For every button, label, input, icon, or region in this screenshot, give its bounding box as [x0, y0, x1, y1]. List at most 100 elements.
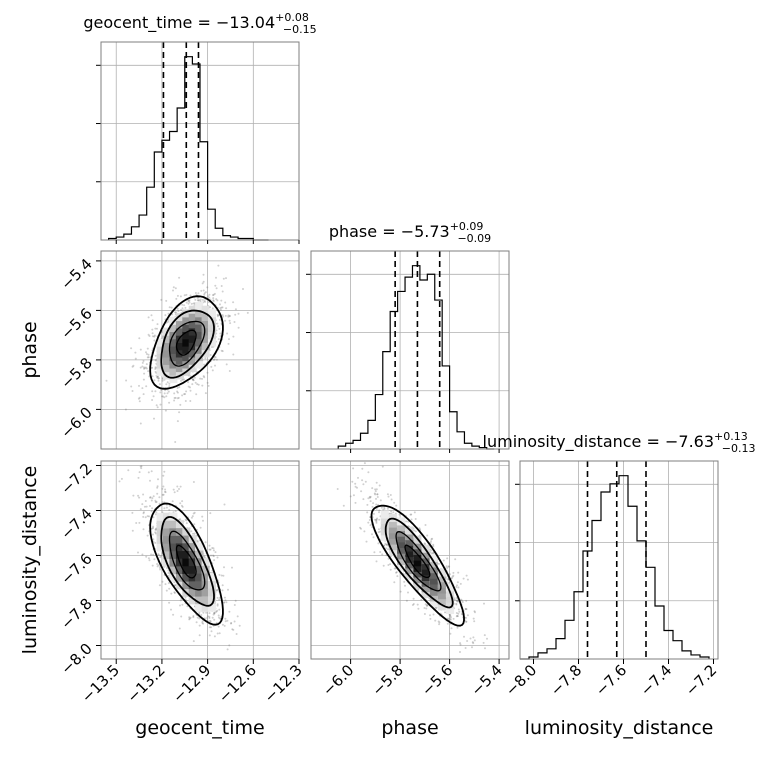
density-cell	[429, 582, 438, 591]
x-axis-label-phase: phase	[381, 717, 438, 739]
density-cell	[182, 360, 191, 369]
sample-point	[216, 596, 219, 599]
panel-title-geocent_time: geocent_time = −13.04+0.08 −0.15	[83, 11, 316, 36]
sample-point	[142, 528, 145, 531]
sample-point	[364, 480, 367, 483]
density-cell	[201, 603, 210, 612]
sample-point	[200, 614, 203, 616]
sample-point	[225, 277, 227, 280]
sample-point	[164, 314, 167, 317]
sample-point	[150, 470, 153, 473]
contour-level-4	[149, 295, 224, 390]
sample-point	[224, 314, 227, 317]
density-cell	[182, 324, 191, 332]
sample-point	[150, 366, 153, 369]
sample-point	[203, 363, 206, 366]
sample-point	[139, 465, 142, 468]
sample-point	[147, 370, 150, 373]
density-cell	[208, 309, 216, 318]
sample-point	[149, 496, 152, 499]
sample-point	[191, 383, 194, 386]
sample-point	[385, 543, 388, 546]
sample-point	[216, 322, 219, 325]
hist-panel-geocent_time: geocent_time = −13.04+0.08 −0.15	[83, 11, 317, 241]
density-cell	[169, 535, 178, 544]
sample-point	[217, 338, 220, 341]
density-cell	[405, 532, 414, 541]
sample-point	[228, 319, 231, 322]
sample-point	[373, 492, 376, 495]
sample-point	[138, 471, 141, 474]
sample-point	[183, 393, 186, 396]
sample-point	[352, 494, 355, 497]
axes-frame	[100, 250, 300, 450]
sample-point	[473, 639, 476, 642]
sample-point	[179, 485, 182, 488]
sample-point	[138, 400, 141, 403]
sample-point	[158, 566, 161, 569]
density-cell	[421, 550, 430, 559]
sample-point	[170, 592, 173, 595]
sample-point	[163, 507, 166, 510]
density-cell	[195, 588, 204, 597]
density-cell	[188, 596, 197, 605]
sample-point	[405, 599, 408, 602]
sample-point	[362, 483, 365, 486]
sample-point	[379, 530, 382, 533]
sample-point	[232, 628, 235, 631]
sample-point	[455, 586, 458, 588]
sample-point	[154, 531, 157, 534]
density-cell	[413, 569, 422, 578]
sample-point	[201, 621, 204, 624]
sample-point	[193, 511, 196, 514]
sample-point	[138, 396, 141, 399]
sample-point	[412, 603, 415, 605]
sample-point	[460, 598, 463, 601]
sample-point	[137, 551, 139, 554]
sample-point	[142, 493, 145, 496]
sample-point	[213, 612, 216, 615]
sample-point	[430, 540, 432, 543]
sample-point	[208, 626, 211, 629]
sample-point	[120, 477, 123, 480]
sample-point	[202, 280, 205, 283]
density-cell	[388, 542, 397, 551]
sample-point	[416, 603, 419, 606]
sample-point	[201, 377, 203, 380]
sample-point	[125, 379, 128, 382]
sample-point	[135, 522, 138, 524]
density-cell	[169, 353, 178, 362]
sample-point	[138, 496, 141, 499]
sample-point	[193, 376, 196, 379]
sample-point	[148, 335, 151, 337]
density-cell	[446, 600, 455, 609]
sample-point	[149, 496, 152, 499]
sample-point	[380, 506, 383, 509]
sample-point	[378, 511, 380, 514]
sample-point	[154, 541, 157, 544]
sample-point	[395, 571, 398, 574]
sample-point	[216, 603, 219, 606]
sample-point	[454, 558, 457, 561]
sample-point	[486, 637, 488, 640]
sample-point	[198, 299, 201, 302]
sample-point	[192, 616, 195, 619]
sample-point	[152, 516, 155, 519]
density-cell	[175, 320, 184, 329]
sample-point	[212, 297, 215, 300]
sample-point	[217, 325, 219, 328]
sample-point	[375, 488, 378, 491]
sample-point	[168, 587, 171, 590]
sample-point	[473, 620, 476, 623]
sample-point	[367, 471, 370, 474]
sample-point	[484, 647, 486, 650]
sample-point	[213, 358, 216, 361]
sample-point	[211, 307, 214, 310]
sample-point	[161, 395, 163, 398]
sample-point	[222, 277, 225, 280]
sample-point	[464, 647, 467, 649]
sample-point	[237, 326, 240, 329]
x-tick-label-geocent_time: −12.6	[215, 661, 260, 706]
sample-point	[375, 519, 378, 522]
density-cell	[195, 353, 204, 362]
